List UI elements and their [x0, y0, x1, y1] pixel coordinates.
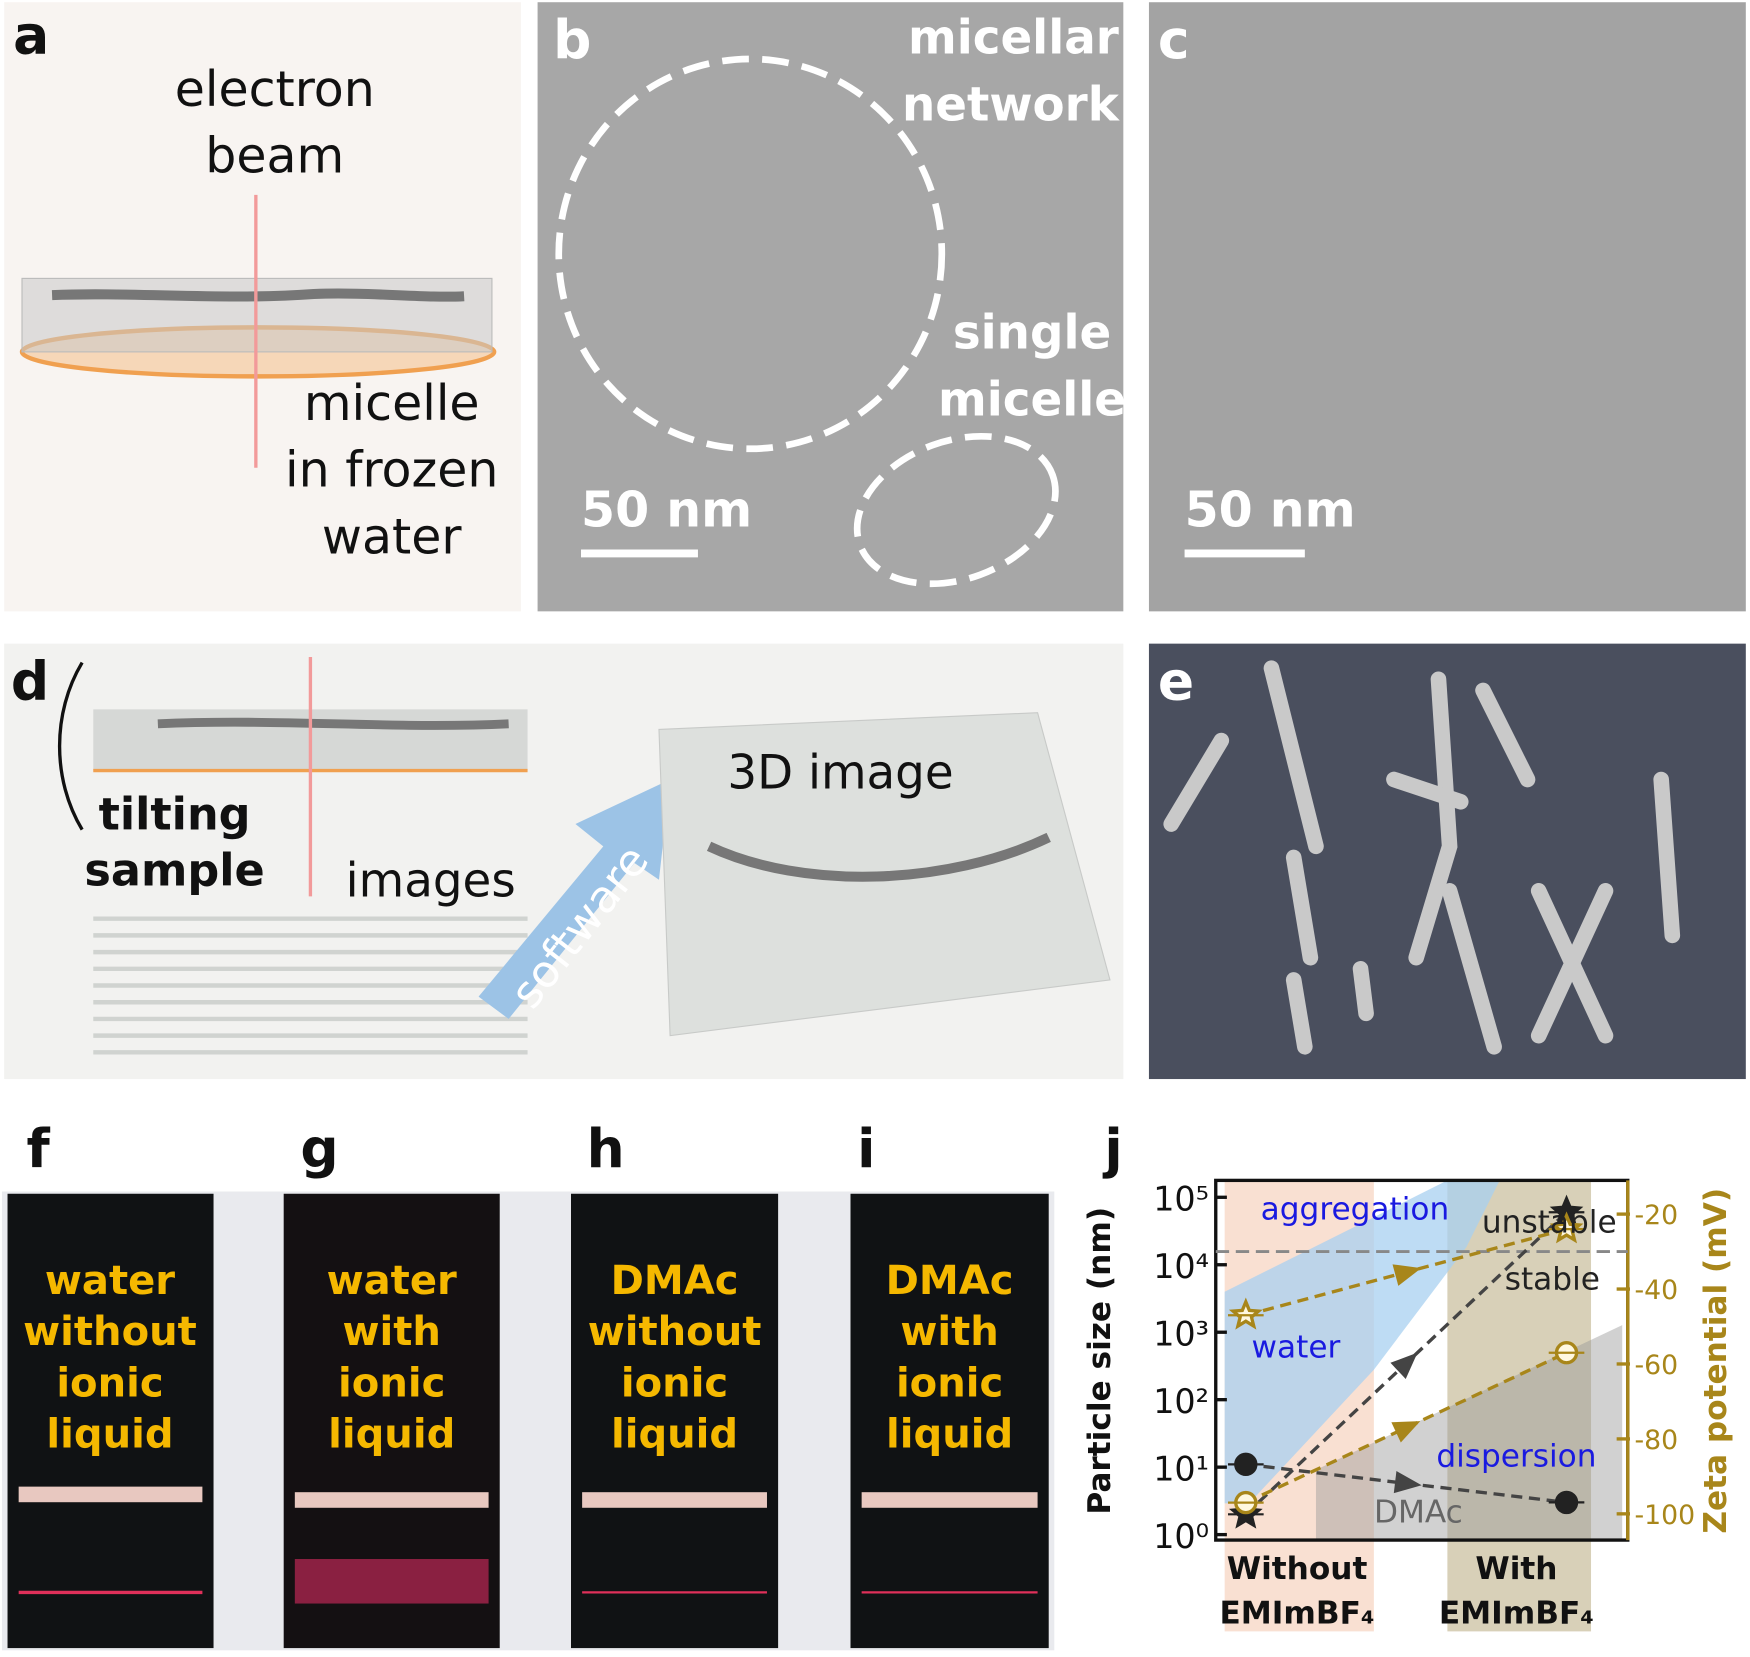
y-tick-label: 10⁴	[1153, 1247, 1209, 1286]
annotation: DMAc	[1374, 1494, 1463, 1530]
y2-axis-label: Zeta potential (mV)	[1698, 1188, 1734, 1534]
vial-text: ionic	[896, 1360, 1003, 1406]
annotation: dispersion	[1436, 1439, 1596, 1475]
panel-label: e	[1158, 649, 1194, 712]
reconstruction	[1163, 660, 1681, 1055]
image-stack	[93, 916, 528, 1055]
vial-text: without	[23, 1309, 197, 1355]
vial-text: ionic	[338, 1360, 445, 1406]
annotation: unstable	[1482, 1205, 1617, 1241]
tilt-arrow	[57, 661, 84, 831]
vial-photo	[7, 1193, 214, 1649]
y-axis-label: Particle size (nm)	[1082, 1207, 1118, 1515]
vial-text: water	[45, 1258, 175, 1304]
panel-label: j	[1102, 1117, 1122, 1180]
tilting-label: tilting	[99, 789, 251, 841]
annotation: aggregation	[1261, 1191, 1450, 1227]
single-circle	[853, 432, 1059, 588]
vial-text: DMAc	[886, 1258, 1014, 1304]
y-tick-label: 10³	[1153, 1315, 1209, 1354]
panel-b-image	[537, 2, 1124, 612]
panel-label: h	[587, 1117, 625, 1180]
vial-text: liquid	[886, 1412, 1013, 1458]
caption-label: in frozen	[285, 442, 498, 499]
result-label: 3D image	[727, 746, 953, 800]
micelle	[51, 288, 465, 302]
y2-tick-label: -80	[1634, 1425, 1678, 1456]
y-tick-label: 10²	[1153, 1382, 1209, 1421]
vial-text: with	[342, 1309, 440, 1355]
annotation: water	[1252, 1329, 1341, 1365]
panel-label: a	[13, 3, 49, 66]
vial-text: liquid	[328, 1412, 455, 1458]
chart-j: 10⁰ 10¹ 10² 10³ 10⁴ 10⁵ -20 -40 -60 -80 -100 Partic…	[1082, 1180, 1734, 1632]
panel-label: b	[553, 8, 591, 71]
beam-label: electron	[175, 61, 375, 118]
micelle-3d	[706, 832, 1051, 882]
panel-label: c	[1158, 8, 1190, 71]
y2-tick-label: -60	[1634, 1350, 1678, 1381]
images-label: images	[346, 854, 516, 908]
y-tick-label: 10⁰	[1153, 1517, 1209, 1556]
x-tick-label: Without EMImBF₄	[1219, 1551, 1374, 1632]
single-label: single	[953, 307, 1111, 361]
series-line	[1245, 1351, 1568, 1505]
vial-text: liquid	[46, 1412, 173, 1458]
vial-text: without	[588, 1309, 762, 1355]
panel-label: f	[26, 1117, 50, 1180]
direction-arrow	[1392, 1264, 1422, 1286]
y2-tick-label: -100	[1634, 1500, 1695, 1531]
panel-c-image	[1148, 2, 1746, 612]
scale-label: 50 nm	[581, 482, 752, 539]
vial-text: ionic	[621, 1360, 728, 1406]
aggregation-zone	[1224, 1180, 1500, 1504]
vial-text: ionic	[56, 1360, 163, 1406]
direction-arrow	[1391, 1421, 1421, 1443]
vial-details	[18, 1486, 1038, 1604]
beam-label: beam	[205, 128, 344, 185]
panel-label: g	[300, 1117, 338, 1180]
network-circle	[555, 55, 946, 453]
direction-arrow	[1393, 1471, 1422, 1494]
star-marker	[1549, 1211, 1584, 1244]
y-tick-label: 10⁵	[1153, 1180, 1209, 1219]
vial-photo	[850, 1193, 1049, 1649]
single-label: micelle	[938, 373, 1126, 427]
x-tick-label: With EMImBF₄	[1439, 1551, 1594, 1632]
annotation: stable	[1505, 1262, 1600, 1298]
micelle	[157, 717, 509, 730]
y-tick-label: 10¹	[1153, 1450, 1209, 1489]
caption-label: micelle	[304, 375, 480, 432]
vial-text: water	[327, 1258, 457, 1304]
y2-tick-label: -40	[1634, 1275, 1678, 1306]
network-label: micellar	[908, 11, 1119, 65]
vial-text: liquid	[611, 1412, 738, 1458]
software-arrow	[478, 779, 671, 1019]
vial-photo	[570, 1193, 779, 1649]
tilting-label: sample	[84, 844, 264, 896]
star-marker	[1228, 1297, 1263, 1330]
vial-text: with	[900, 1309, 998, 1355]
vial-text: DMAc	[611, 1258, 739, 1304]
direction-arrow	[1390, 1352, 1418, 1380]
dispersion-zone	[1315, 1325, 1623, 1541]
panel-label: d	[11, 649, 49, 712]
panel-label: i	[857, 1117, 875, 1180]
network-label: network	[902, 78, 1120, 132]
scale-label: 50 nm	[1185, 482, 1356, 539]
caption-label: water	[322, 508, 462, 565]
y2-tick-label: -20	[1634, 1200, 1678, 1231]
